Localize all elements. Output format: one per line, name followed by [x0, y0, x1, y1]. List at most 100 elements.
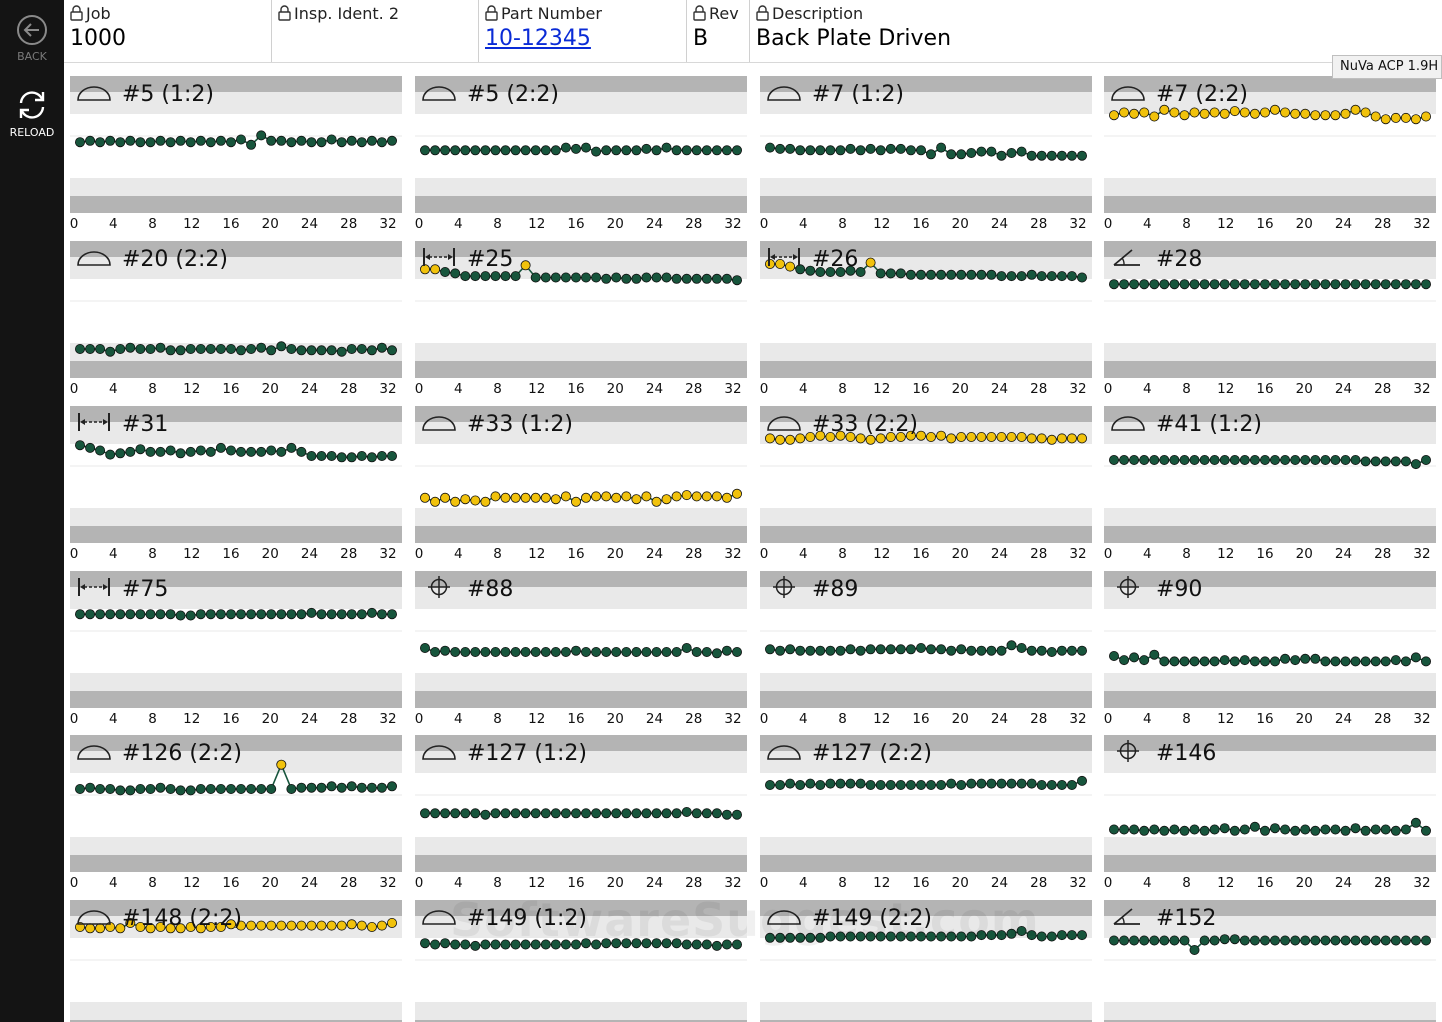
data-point[interactable] [1129, 652, 1140, 663]
data-point[interactable] [601, 938, 612, 949]
data-point[interactable] [560, 808, 571, 819]
data-point[interactable] [145, 784, 156, 795]
data-point[interactable] [651, 496, 662, 507]
data-point[interactable] [95, 784, 106, 795]
data-point[interactable] [530, 492, 541, 503]
data-point[interactable] [1239, 279, 1250, 290]
data-point[interactable] [326, 609, 337, 620]
data-point[interactable] [1149, 455, 1160, 466]
chart-panel[interactable]: #25 0 4 8 12 16 20 24 28 32 [415, 241, 747, 399]
data-point[interactable] [530, 939, 541, 950]
data-point[interactable] [420, 938, 430, 949]
data-point[interactable] [691, 273, 702, 284]
data-point[interactable] [775, 645, 786, 656]
data-point[interactable] [875, 931, 886, 942]
data-point[interactable] [1076, 930, 1087, 941]
data-point[interactable] [1169, 455, 1180, 466]
data-point[interactable] [946, 931, 957, 942]
data-point[interactable] [500, 492, 511, 503]
data-point[interactable] [1026, 150, 1037, 161]
data-point[interactable] [376, 137, 387, 148]
data-point[interactable] [1300, 935, 1311, 946]
data-point[interactable] [1229, 656, 1240, 667]
data-point[interactable] [175, 923, 186, 934]
data-point[interactable] [681, 145, 692, 156]
data-point[interactable] [986, 269, 997, 280]
data-point[interactable] [641, 938, 652, 949]
data-point[interactable] [1370, 279, 1381, 290]
data-point[interactable] [1300, 279, 1311, 290]
data-point[interactable] [1199, 279, 1210, 290]
data-point[interactable] [1119, 824, 1130, 835]
data-point[interactable] [1330, 455, 1341, 466]
data-point[interactable] [775, 258, 786, 269]
data-point[interactable] [246, 344, 257, 355]
data-point[interactable] [815, 430, 826, 441]
data-point[interactable] [795, 433, 806, 444]
data-point[interactable] [1410, 817, 1421, 828]
chart-panel[interactable]: #33 (1:2) 0 4 8 12 16 20 24 28 32 [415, 406, 747, 564]
data-point[interactable] [1076, 433, 1087, 444]
data-point[interactable] [601, 647, 612, 658]
data-point[interactable] [1269, 104, 1280, 115]
data-point[interactable] [711, 808, 722, 819]
data-point[interactable] [825, 645, 836, 656]
data-point[interactable] [125, 917, 136, 928]
chart-panel[interactable]: #5 (2:2) 0 4 8 12 16 20 24 28 32 [415, 76, 747, 234]
data-point[interactable] [815, 932, 826, 943]
data-point[interactable] [591, 808, 602, 819]
data-point[interactable] [671, 491, 682, 502]
data-point[interactable] [731, 275, 742, 286]
data-point[interactable] [785, 143, 796, 154]
data-point[interactable] [691, 939, 702, 950]
data-point[interactable] [165, 923, 176, 934]
data-point[interactable] [1350, 656, 1361, 667]
data-point[interactable] [1310, 825, 1321, 836]
data-point[interactable] [1390, 112, 1401, 123]
data-point[interactable] [1139, 107, 1150, 118]
data-point[interactable] [1380, 824, 1391, 835]
data-point[interactable] [1239, 824, 1250, 835]
data-point[interactable] [540, 939, 551, 950]
data-point[interactable] [611, 492, 622, 503]
data-point[interactable] [195, 445, 206, 456]
data-point[interactable] [1239, 935, 1250, 946]
data-point[interactable] [510, 271, 521, 282]
data-point[interactable] [845, 644, 856, 655]
data-point[interactable] [155, 342, 166, 353]
data-point[interactable] [500, 939, 511, 950]
data-point[interactable] [155, 446, 166, 457]
data-point[interactable] [661, 647, 672, 658]
data-point[interactable] [135, 921, 146, 932]
data-point[interactable] [966, 778, 977, 789]
data-point[interactable] [1066, 271, 1077, 282]
data-point[interactable] [1139, 655, 1150, 666]
data-point[interactable] [1390, 655, 1401, 666]
data-point[interactable] [701, 647, 712, 658]
data-point[interactable] [1320, 656, 1331, 667]
data-point[interactable] [105, 346, 116, 357]
data-point[interactable] [805, 145, 816, 156]
data-point[interactable] [966, 431, 977, 442]
data-point[interactable] [1320, 279, 1331, 290]
data-point[interactable] [591, 939, 602, 950]
data-point[interactable] [1149, 649, 1160, 660]
data-point[interactable] [1189, 455, 1200, 466]
data-point[interactable] [1420, 935, 1431, 946]
data-point[interactable] [936, 269, 947, 280]
data-point[interactable] [1199, 825, 1210, 836]
data-point[interactable] [1149, 824, 1160, 835]
data-point[interactable] [651, 938, 662, 949]
data-point[interactable] [825, 145, 836, 156]
data-point[interactable] [316, 782, 327, 793]
data-point[interactable] [175, 345, 186, 356]
data-point[interactable] [1239, 107, 1250, 118]
data-point[interactable] [905, 644, 916, 655]
data-point[interactable] [611, 272, 622, 283]
data-point[interactable] [520, 145, 531, 156]
data-point[interactable] [835, 778, 846, 789]
data-point[interactable] [470, 808, 481, 819]
data-point[interactable] [1046, 647, 1057, 658]
data-point[interactable] [621, 273, 632, 284]
data-point[interactable] [601, 808, 612, 819]
